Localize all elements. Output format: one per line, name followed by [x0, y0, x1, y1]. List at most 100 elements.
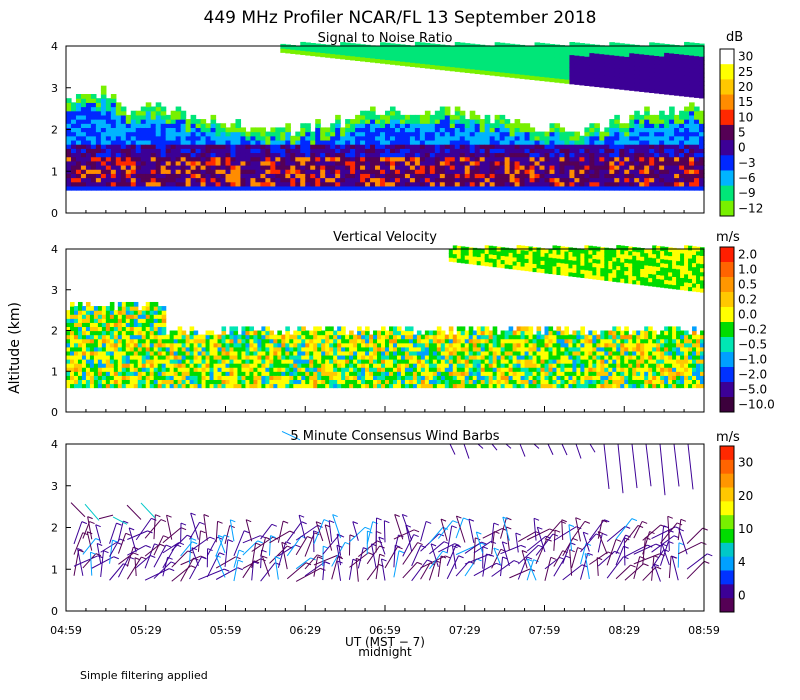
snr-cell — [454, 156, 461, 162]
vv-cell — [125, 371, 131, 376]
snr-cell — [70, 131, 77, 137]
snr-cell — [549, 173, 556, 179]
snr-cell — [619, 123, 625, 129]
snr-cell — [80, 164, 87, 170]
vv-cell — [265, 383, 270, 389]
vv-cell — [66, 350, 71, 356]
snr-cell — [504, 152, 511, 158]
snr-cell — [250, 131, 257, 137]
vv-cell — [277, 371, 282, 376]
vv-cell — [81, 306, 87, 311]
snr-cell — [639, 74, 645, 80]
snr-cell — [464, 51, 471, 57]
snr-cell — [644, 79, 650, 85]
snr-cell — [200, 156, 207, 162]
vv-cell — [341, 367, 346, 372]
snr-cell — [140, 144, 147, 149]
vv-cell — [432, 354, 438, 360]
snr-cell — [574, 63, 580, 69]
colorbar-frame — [719, 48, 735, 217]
snr-cell — [479, 152, 486, 158]
snr-cell — [499, 46, 506, 52]
snr-cell — [75, 181, 82, 187]
snr-cell — [380, 54, 386, 60]
snr-cell — [469, 131, 476, 137]
vv-cell — [480, 383, 486, 389]
snr-cell — [449, 135, 456, 141]
snr-cell — [429, 131, 436, 137]
vv-cell — [105, 354, 111, 360]
snr-cell — [644, 66, 650, 72]
vv-cell — [512, 330, 518, 336]
vv-cell — [317, 326, 322, 332]
snr-cell — [120, 156, 127, 162]
vv-cell — [588, 346, 593, 352]
snr-cell — [370, 181, 376, 187]
snr-cell — [360, 164, 366, 170]
vv-cell — [77, 334, 83, 340]
vv-cell — [157, 359, 163, 364]
vv-cell — [297, 346, 302, 352]
snr-cell — [115, 152, 122, 158]
snr-cell — [624, 152, 630, 158]
vv-cell — [153, 318, 159, 323]
vv-cell — [556, 338, 562, 344]
snr-cell — [385, 156, 391, 162]
vv-cell — [388, 338, 394, 344]
vv-cell — [269, 363, 274, 368]
snr-cell — [524, 131, 531, 137]
vv-cell — [337, 359, 342, 364]
snr-cell — [220, 173, 227, 179]
vv-cell — [556, 379, 562, 385]
snr-cell — [689, 80, 695, 85]
snr-cell — [689, 144, 695, 149]
snr-cell — [654, 47, 660, 52]
snr-cell — [684, 83, 690, 89]
vv-cell — [480, 379, 486, 385]
vv-cell — [293, 367, 298, 372]
snr-cell — [444, 114, 451, 120]
vv-cell — [301, 379, 306, 385]
colorbar-label: −3 — [738, 156, 756, 170]
snr-cell — [624, 135, 630, 141]
snr-cell — [669, 144, 675, 149]
vv-cell — [249, 379, 255, 385]
colorbar-swatch — [720, 94, 734, 111]
snr-cell — [404, 160, 411, 166]
vv-cell — [209, 342, 215, 348]
vv-cell — [121, 314, 127, 319]
snr-cell — [66, 135, 72, 141]
vv-cell — [472, 379, 478, 385]
snr-cell — [644, 169, 650, 174]
snr-cell — [85, 102, 92, 108]
vv-cell — [337, 350, 342, 356]
snr-cell — [325, 44, 331, 50]
snr-cell — [654, 164, 660, 170]
snr-cell — [484, 49, 491, 55]
vv-cell — [544, 338, 550, 344]
vv-cell — [373, 379, 378, 385]
vv-cell — [269, 354, 274, 360]
snr-cell — [385, 46, 391, 52]
snr-cell — [80, 127, 87, 133]
snr-cell — [105, 164, 112, 170]
snr-cell — [484, 114, 491, 120]
vv-cell — [101, 342, 107, 348]
snr-cell — [360, 177, 366, 183]
vv-cell — [480, 367, 486, 372]
vv-cell — [305, 338, 310, 344]
vv-cell — [396, 383, 402, 389]
vv-cell — [444, 363, 450, 368]
snr-cell — [554, 148, 561, 154]
snr-cell — [684, 135, 690, 141]
snr-cell — [270, 177, 276, 183]
snr-cell — [409, 139, 416, 145]
vv-cell — [361, 354, 366, 360]
snr-cell — [340, 54, 346, 60]
snr-cell — [519, 152, 526, 158]
vv-cell — [129, 334, 135, 340]
snr-cell — [639, 173, 645, 179]
snr-cell — [664, 135, 670, 141]
snr-cell — [335, 173, 341, 179]
vv-cell — [365, 367, 370, 372]
